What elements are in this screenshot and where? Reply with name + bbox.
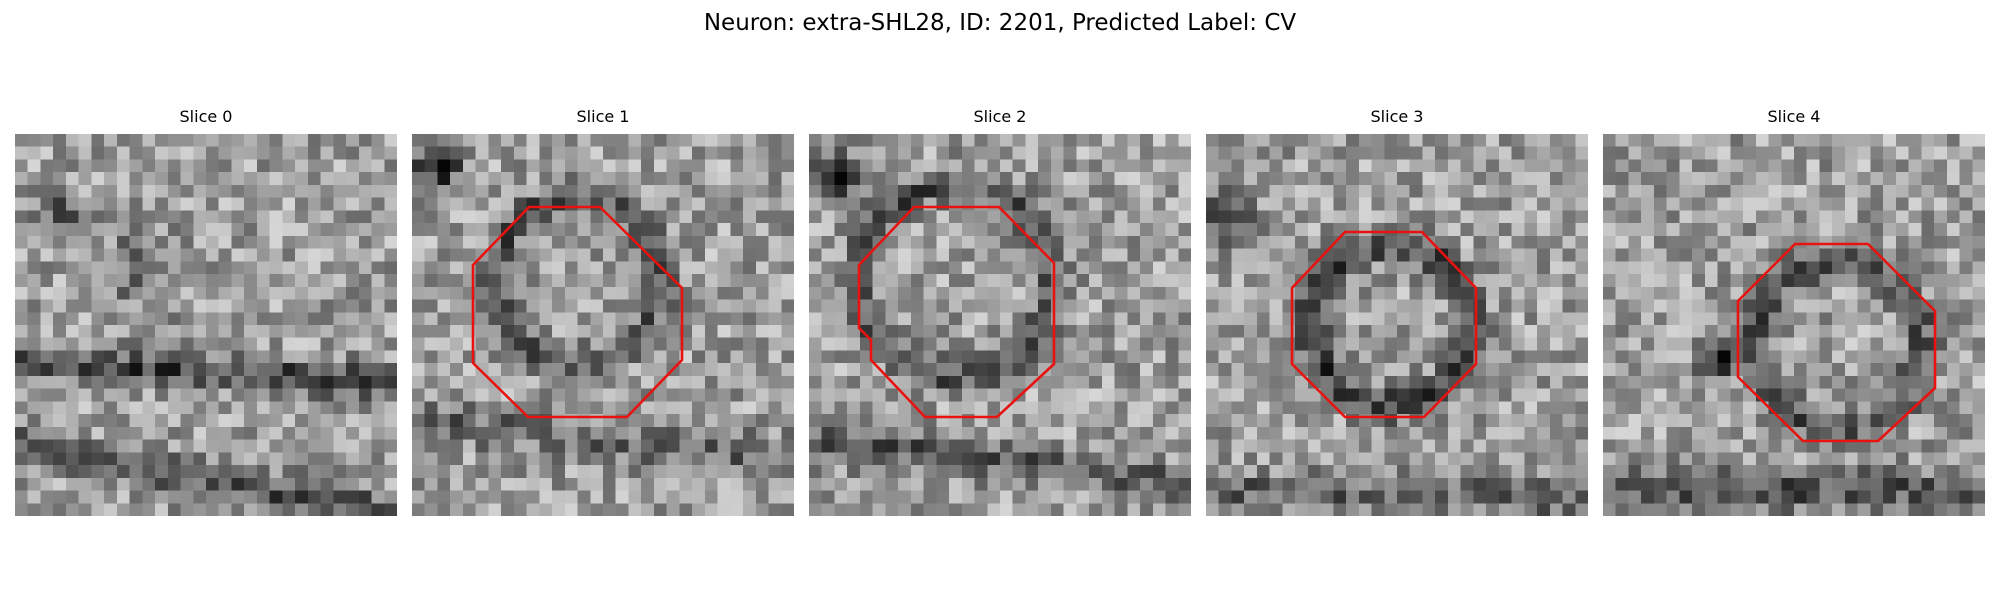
figure-title: Neuron: extra-SHL28, ID: 2201, Predicted… (703, 10, 1297, 36)
slice-0-title: Slice 0 (179, 107, 233, 126)
slice-2-image (809, 134, 1191, 516)
slice-4-outline (1736, 242, 1937, 443)
slice-2-panel (809, 134, 1191, 516)
slice-3-panel (1206, 134, 1588, 516)
slice-4-image (1603, 134, 1985, 516)
slice-4-title: Slice 4 (1767, 107, 1821, 126)
slice-3-image (1206, 134, 1588, 516)
slice-2-title: Slice 2 (973, 107, 1027, 126)
slice-1-outline (471, 205, 684, 419)
slice-2-outline (857, 205, 1056, 419)
slice-3-outline (1290, 230, 1478, 419)
slice-0-image (15, 134, 397, 516)
slice-1-image (412, 134, 794, 516)
slice-1-panel (412, 134, 794, 516)
slice-1-title: Slice 1 (576, 107, 630, 126)
slice-3-title: Slice 3 (1370, 107, 1424, 126)
slice-0-panel (15, 134, 397, 516)
slice-4-panel (1603, 134, 1985, 516)
